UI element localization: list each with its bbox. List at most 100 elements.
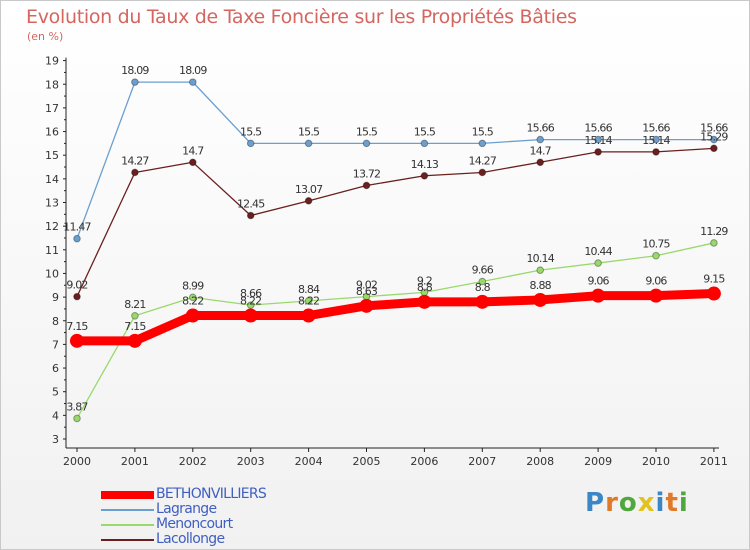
data-label-bethonvilliers: 7.15 bbox=[66, 320, 88, 333]
y-tick-label: 7 bbox=[52, 338, 59, 351]
chart-title: Evolution du Taux de Taxe Foncière sur l… bbox=[26, 6, 577, 28]
data-label-bethonvilliers: 8.8 bbox=[417, 281, 433, 294]
data-label-lacollonge: 13.07 bbox=[295, 183, 323, 196]
legend-swatch-lacollonge bbox=[101, 539, 154, 541]
data-label-menoncourt: 10.75 bbox=[642, 238, 670, 251]
data-point-menoncourt bbox=[594, 259, 602, 267]
legend-item-lacollonge: Lacollonge bbox=[101, 531, 321, 548]
data-label-menoncourt: 9.02 bbox=[356, 279, 377, 292]
logo-letter: x bbox=[637, 488, 656, 518]
data-point-lagrange bbox=[478, 139, 487, 148]
data-label-bethonvilliers: 7.15 bbox=[124, 320, 146, 333]
x-tick-label: 2007 bbox=[468, 455, 496, 468]
legend-label-lacollonge: Lacollonge bbox=[156, 531, 225, 547]
data-label-bethonvilliers: 9.06 bbox=[645, 275, 667, 288]
data-label-menoncourt: 8.66 bbox=[240, 287, 262, 300]
data-point-lacollonge bbox=[710, 144, 718, 153]
data-point-bethonvilliers bbox=[359, 298, 374, 313]
data-point-lagrange bbox=[362, 139, 371, 148]
data-label-lacollonge: 13.72 bbox=[353, 167, 381, 180]
logo-letter: i bbox=[655, 488, 666, 518]
data-point-menoncourt bbox=[189, 293, 197, 302]
data-label-bethonvilliers: 8.22 bbox=[240, 295, 261, 308]
data-point-lacollonge bbox=[304, 197, 313, 205]
data-point-lagrange bbox=[536, 135, 545, 144]
data-point-menoncourt bbox=[73, 414, 81, 423]
data-point-lacollonge bbox=[189, 158, 197, 167]
data-point-bethonvilliers bbox=[475, 294, 490, 309]
data-label-lagrange: 11.47 bbox=[63, 221, 91, 234]
series-line-bethonvilliers bbox=[72, 289, 719, 346]
y-tick-label: 13 bbox=[45, 197, 59, 210]
data-point-lacollonge bbox=[131, 168, 139, 177]
data-point-menoncourt bbox=[710, 239, 718, 247]
data-label-bethonvilliers: 8.63 bbox=[356, 285, 378, 298]
data-label-lagrange: 15.5 bbox=[414, 125, 436, 138]
legend-item-lagrange: Lagrange bbox=[101, 501, 321, 518]
x-tick-label: 2003 bbox=[237, 455, 265, 468]
data-point-lacollonge bbox=[478, 168, 487, 177]
logo-letter: i bbox=[678, 488, 689, 518]
series-line-lagrange bbox=[76, 81, 715, 240]
y-tick-label: 19 bbox=[45, 55, 59, 68]
data-point-lacollonge bbox=[594, 148, 602, 156]
y-tick-label: 11 bbox=[45, 244, 59, 257]
y-tick-label: 12 bbox=[45, 220, 59, 233]
data-point-bethonvilliers bbox=[185, 308, 200, 323]
data-label-menoncourt: 9.2 bbox=[417, 274, 432, 287]
data-label-bethonvilliers: 9.06 bbox=[587, 275, 609, 288]
data-point-lacollonge bbox=[536, 158, 545, 167]
x-tick-label: 2008 bbox=[526, 455, 554, 468]
data-label-lacollonge: 15.14 bbox=[584, 134, 612, 147]
data-point-menoncourt bbox=[536, 266, 545, 274]
y-tick-label: 3 bbox=[52, 433, 59, 446]
data-label-lagrange: 15.66 bbox=[584, 122, 612, 135]
y-tick-label: 5 bbox=[52, 386, 59, 399]
data-label-lagrange: 15.5 bbox=[356, 125, 378, 138]
data-label-bethonvilliers: 8.22 bbox=[182, 295, 203, 308]
data-label-bethonvilliers: 8.88 bbox=[530, 279, 552, 292]
x-tick-label: 2004 bbox=[295, 455, 323, 468]
x-tick-label: 2005 bbox=[353, 455, 381, 468]
data-point-lacollonge bbox=[652, 148, 660, 156]
data-label-lacollonge: 15.14 bbox=[642, 134, 670, 147]
data-point-bethonvilliers bbox=[70, 333, 84, 348]
data-label-menoncourt: 9.66 bbox=[472, 263, 494, 276]
logo-letter: r bbox=[605, 488, 619, 518]
data-point-lagrange bbox=[73, 234, 81, 243]
data-label-lagrange: 15.66 bbox=[642, 122, 670, 135]
data-point-lagrange bbox=[420, 139, 429, 148]
data-point-lacollonge bbox=[420, 171, 429, 180]
data-label-lagrange: 15.5 bbox=[472, 125, 494, 138]
data-label-menoncourt: 8.21 bbox=[124, 298, 145, 311]
legend-item-menoncourt: Menoncourt bbox=[101, 516, 321, 533]
legend-label-bethonvilliers: BETHONVILLIERS bbox=[156, 486, 267, 502]
legend-swatch-menoncourt bbox=[101, 524, 154, 526]
legend-label-menoncourt: Menoncourt bbox=[156, 516, 233, 532]
series-line-lacollonge bbox=[76, 147, 715, 298]
y-tick-label: 4 bbox=[52, 409, 59, 422]
data-label-bethonvilliers: 9.15 bbox=[703, 273, 725, 286]
data-point-menoncourt bbox=[304, 297, 313, 305]
data-point-menoncourt bbox=[478, 277, 487, 286]
x-tick-label: 2000 bbox=[63, 455, 91, 468]
data-label-lacollonge: 12.45 bbox=[237, 198, 265, 211]
data-label-menoncourt: 8.99 bbox=[182, 279, 204, 292]
y-tick-label: 14 bbox=[45, 173, 59, 186]
legend-swatch-lagrange bbox=[101, 509, 154, 511]
x-tick-label: 2009 bbox=[584, 455, 612, 468]
data-label-lagrange: 15.66 bbox=[526, 122, 554, 135]
data-point-lacollonge bbox=[246, 211, 255, 220]
data-point-lagrange bbox=[710, 135, 718, 144]
x-tick-label: 2011 bbox=[700, 455, 728, 468]
data-point-lacollonge bbox=[362, 181, 371, 190]
data-label-lagrange: 18.09 bbox=[121, 64, 149, 77]
data-label-menoncourt: 10.44 bbox=[584, 245, 612, 258]
proxiti-logo: Proxiti bbox=[585, 488, 689, 518]
data-point-lacollonge bbox=[73, 292, 81, 301]
data-point-lagrange bbox=[246, 139, 255, 148]
legend-label-lagrange: Lagrange bbox=[156, 501, 217, 517]
legend-item-bethonvilliers: BETHONVILLIERS bbox=[101, 486, 321, 503]
x-tick-label: 2001 bbox=[121, 455, 149, 468]
